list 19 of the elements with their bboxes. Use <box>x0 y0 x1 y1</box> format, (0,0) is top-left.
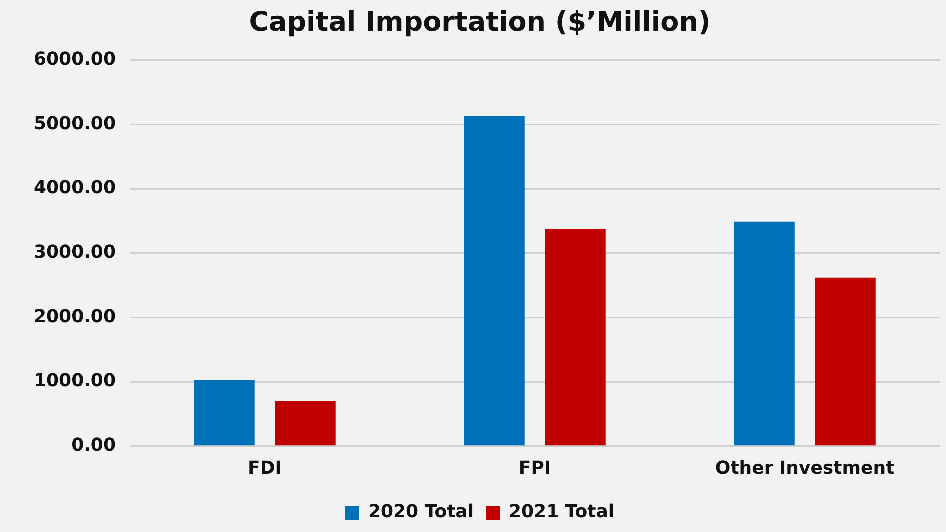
bar <box>275 401 336 446</box>
x-tick-label: FDI <box>248 458 282 479</box>
y-tick-label: 0.00 <box>72 435 116 456</box>
bar <box>464 116 525 446</box>
y-tick-label: 5000.00 <box>34 113 116 134</box>
bar <box>734 222 795 446</box>
chart-title: Capital Importation ($’Million) <box>249 7 711 38</box>
y-tick-label: 1000.00 <box>34 370 116 392</box>
legend-label: 2020 Total <box>368 502 474 523</box>
legend-label: 2021 Total <box>509 502 615 523</box>
y-tick-label: 2000.00 <box>34 306 116 328</box>
y-tick-label: 6000.00 <box>34 49 116 70</box>
bar <box>545 228 606 446</box>
x-tick-label: FPI <box>518 458 552 479</box>
bar <box>194 380 255 446</box>
y-tick-label: 4000.00 <box>34 178 116 199</box>
x-tick-label: Other Investment <box>715 458 895 479</box>
y-tick-label: 3000.00 <box>34 242 116 264</box>
bar <box>815 278 876 446</box>
